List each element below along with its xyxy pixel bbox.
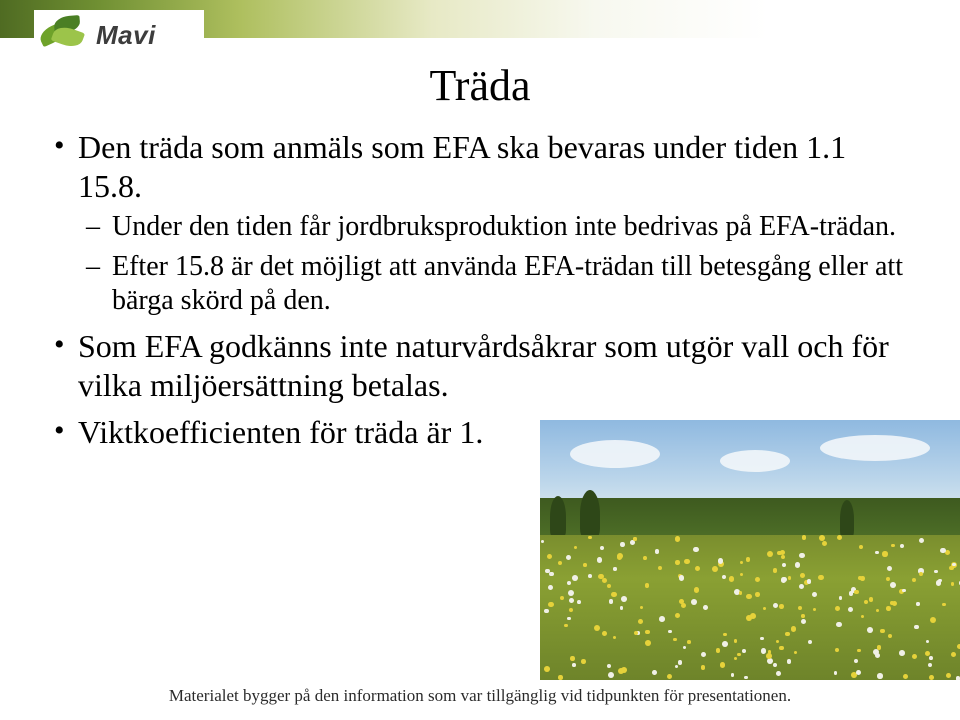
slide-title: Träda: [0, 60, 960, 111]
field-photo: [540, 420, 960, 680]
logo-text: Mavi: [96, 20, 156, 51]
bullet-1-text: Den träda som anmäls som EFA ska bevaras…: [78, 129, 846, 204]
bullet-2-text: Som EFA godkänns inte naturvårdsåkrar so…: [78, 328, 889, 403]
bullet-2: Som EFA godkänns inte naturvårdsåkrar so…: [50, 327, 910, 405]
bullet-1-sub-2: Efter 15.8 är det möjligt att använda EF…: [78, 250, 910, 318]
logo: Mavi: [34, 10, 204, 60]
slide-body: Den träda som anmäls som EFA ska bevaras…: [50, 128, 910, 460]
footer-note: Materialet bygger på den information som…: [0, 686, 960, 706]
slide: Mavi Träda Den träda som anmäls som EFA …: [0, 0, 960, 720]
bullet-3-text: Viktkoefficienten för träda är 1.: [78, 414, 483, 450]
bullet-1-sub-1: Under den tiden får jordbruksproduktion …: [78, 210, 910, 244]
logo-leaf-icon: [38, 15, 88, 55]
bullet-1: Den träda som anmäls som EFA ska bevaras…: [50, 128, 910, 319]
